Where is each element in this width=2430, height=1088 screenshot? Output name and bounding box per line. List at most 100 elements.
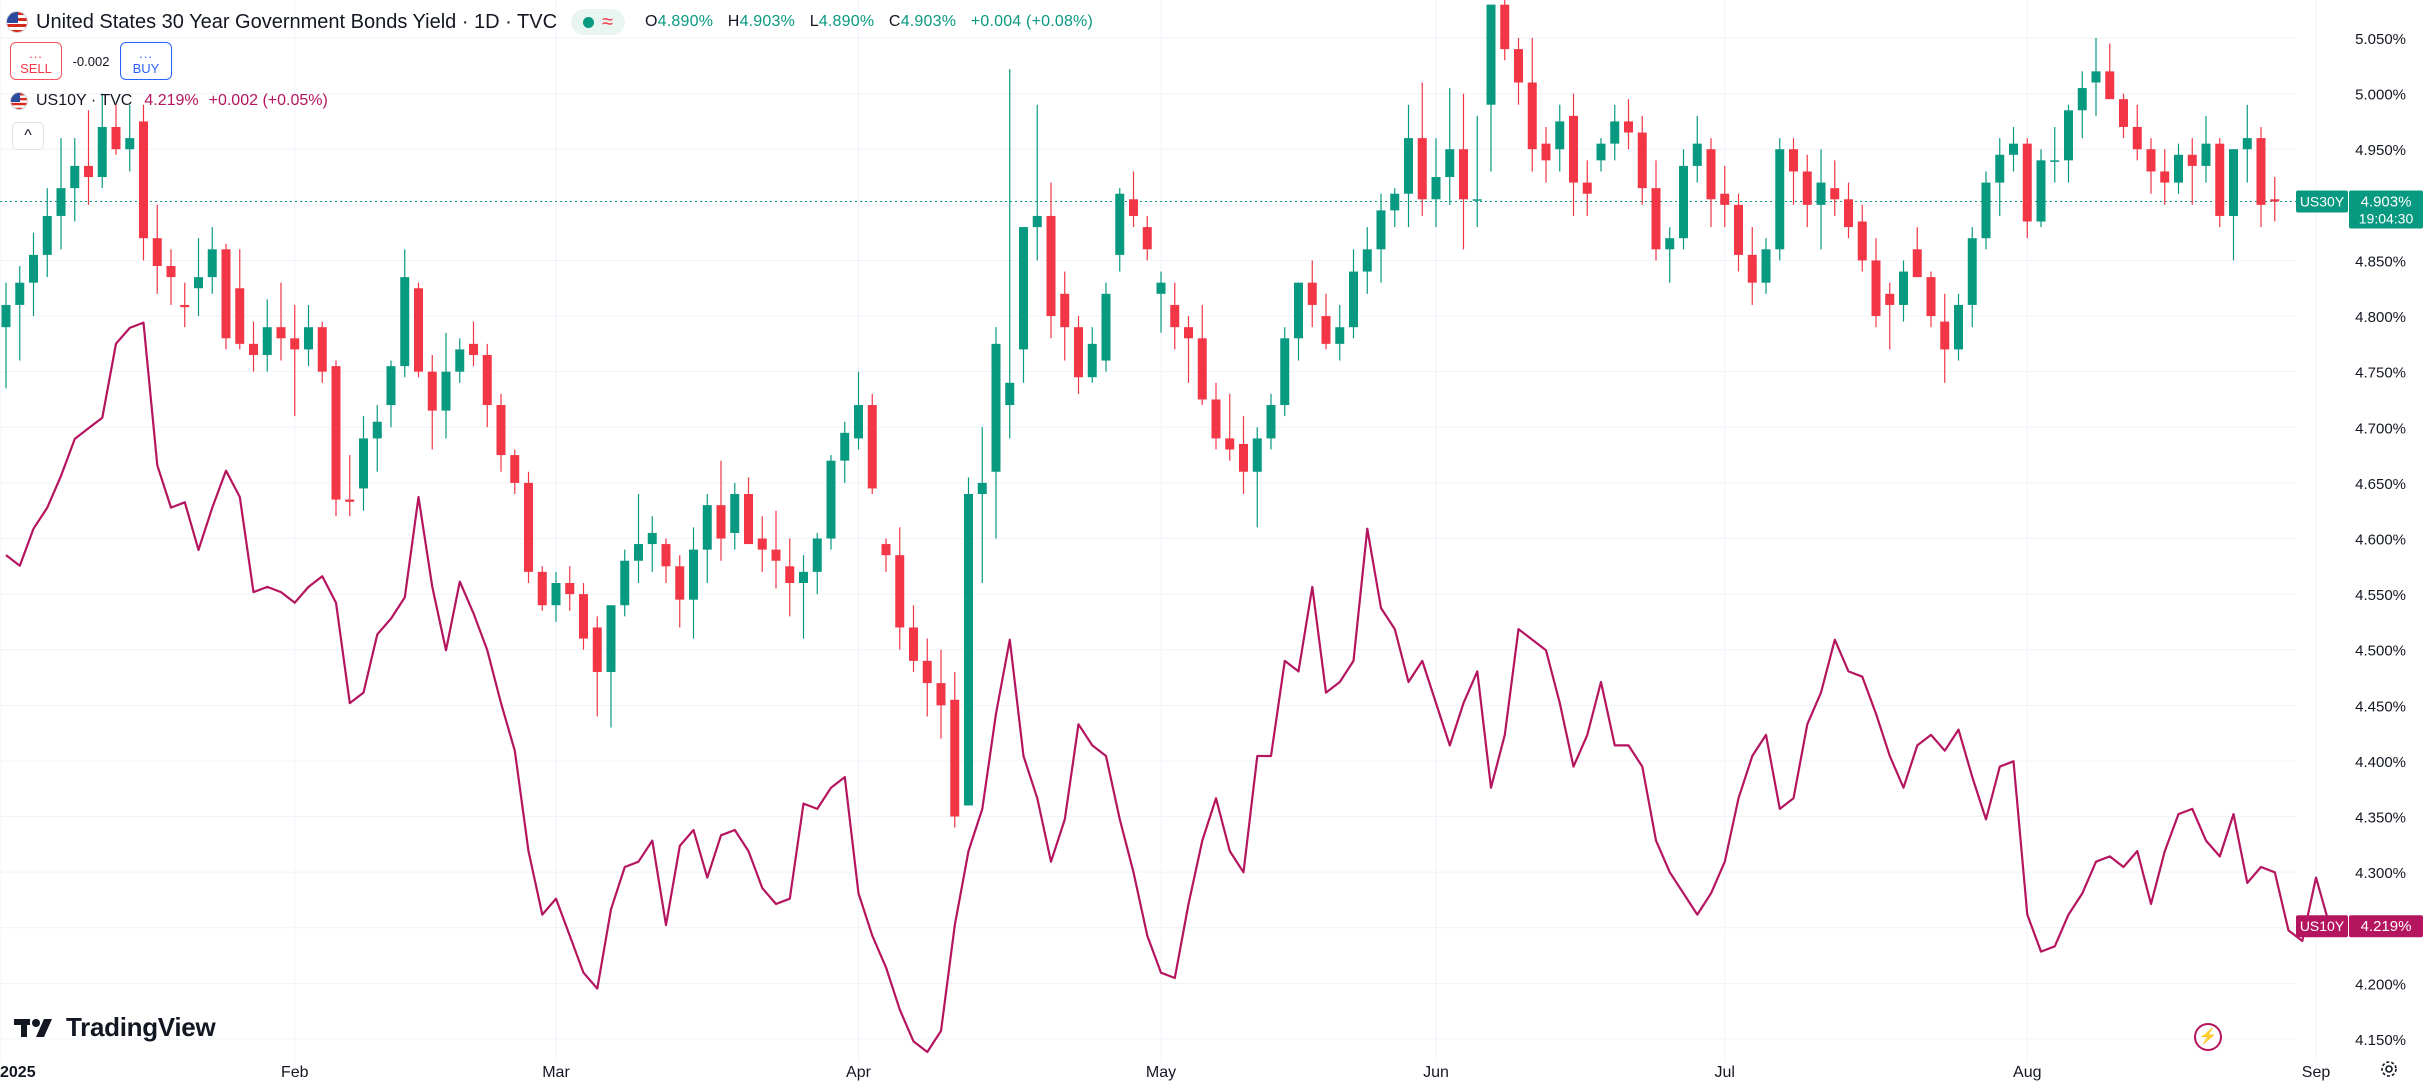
candle[interactable]: [2270, 177, 2280, 222]
candle[interactable]: [2132, 104, 2142, 161]
candle[interactable]: [1307, 260, 1317, 328]
market-status-pill[interactable]: ≈: [571, 9, 626, 35]
candle[interactable]: [166, 249, 176, 305]
gear-icon[interactable]: [2378, 1058, 2400, 1080]
us10y-line-path[interactable]: [5, 321, 2331, 1054]
candle[interactable]: [1294, 282, 1303, 361]
candle[interactable]: [2160, 149, 2170, 205]
candle[interactable]: [977, 427, 987, 583]
candle[interactable]: [730, 482, 740, 550]
candle[interactable]: [1431, 138, 1441, 228]
candle[interactable]: [881, 538, 891, 572]
candle[interactable]: [771, 510, 781, 589]
candle[interactable]: [1899, 260, 1908, 322]
candle[interactable]: [469, 321, 478, 367]
candle[interactable]: [1376, 193, 1386, 283]
candle[interactable]: [482, 343, 492, 428]
candle[interactable]: [1362, 227, 1372, 294]
candle[interactable]: [702, 494, 712, 583]
symbol-title[interactable]: United States 30 Year Government Bonds Y…: [36, 11, 558, 33]
candle[interactable]: [1775, 138, 1785, 261]
candle[interactable]: [400, 249, 410, 378]
candle[interactable]: [1665, 227, 1675, 283]
chevron-up-icon[interactable]: ^: [12, 122, 44, 150]
candle[interactable]: [359, 416, 368, 511]
candle[interactable]: [180, 282, 190, 328]
candle[interactable]: [29, 232, 38, 317]
candle[interactable]: [152, 204, 162, 294]
candle[interactable]: [2091, 38, 2101, 116]
lightning-icon[interactable]: ⚡: [2194, 1023, 2222, 1051]
candle[interactable]: [1569, 93, 1578, 216]
candle[interactable]: [1417, 82, 1427, 216]
candle[interactable]: [2229, 149, 2238, 261]
candle[interactable]: [826, 455, 836, 550]
overlay-legend[interactable]: US10Y · TVC 4.219% +0.002 (+0.05%): [10, 92, 328, 110]
candle[interactable]: [606, 605, 616, 728]
candle[interactable]: [221, 243, 231, 350]
candle[interactable]: [565, 566, 575, 611]
candle[interactable]: [1129, 171, 1138, 228]
candle[interactable]: [1857, 204, 1867, 272]
candle[interactable]: [1197, 304, 1207, 406]
candle[interactable]: [785, 538, 795, 617]
candle[interactable]: [1252, 427, 1262, 528]
candle[interactable]: [840, 421, 850, 483]
candle[interactable]: [620, 549, 630, 617]
candle[interactable]: [2036, 149, 2046, 228]
candle[interactable]: [689, 527, 698, 639]
candle[interactable]: [2022, 138, 2032, 239]
candle[interactable]: [950, 671, 960, 828]
candle[interactable]: [1335, 304, 1345, 361]
candle[interactable]: [1926, 271, 1936, 328]
candle[interactable]: [675, 555, 685, 628]
candle[interactable]: [661, 538, 671, 583]
candle[interactable]: [1321, 293, 1331, 350]
candle[interactable]: [1211, 382, 1221, 450]
candle[interactable]: [1266, 393, 1276, 450]
candle[interactable]: [56, 138, 66, 250]
candle[interactable]: [647, 516, 657, 572]
candle[interactable]: [1280, 327, 1290, 417]
candle[interactable]: [427, 354, 437, 450]
candle[interactable]: [1046, 182, 1056, 339]
candle[interactable]: [1871, 238, 1881, 328]
candle[interactable]: [1692, 115, 1702, 183]
candle[interactable]: [1019, 227, 1028, 383]
candle[interactable]: [1404, 104, 1413, 228]
candle[interactable]: [592, 616, 602, 717]
candle[interactable]: [2009, 126, 2018, 172]
candle[interactable]: [1101, 282, 1111, 372]
candle[interactable]: [1624, 99, 1633, 150]
candle[interactable]: [1486, 4, 1496, 172]
candle[interactable]: [1637, 115, 1647, 205]
candle[interactable]: [1720, 165, 1730, 228]
candle[interactable]: [2050, 126, 2060, 183]
candle[interactable]: [2174, 143, 2183, 194]
candle[interactable]: [510, 449, 520, 495]
candle[interactable]: [2064, 104, 2073, 183]
candle[interactable]: [42, 188, 52, 278]
candle[interactable]: [262, 299, 272, 372]
candle[interactable]: [922, 638, 932, 717]
candle[interactable]: [125, 104, 135, 172]
candle[interactable]: [70, 138, 80, 222]
candle[interactable]: [194, 238, 203, 317]
candle[interactable]: [1954, 293, 1963, 361]
candle[interactable]: [207, 227, 217, 294]
candle[interactable]: [1390, 188, 1400, 228]
candle[interactable]: [1514, 38, 1523, 105]
candle[interactable]: [1349, 249, 1358, 339]
candle[interactable]: [1087, 327, 1097, 383]
candle[interactable]: [1555, 104, 1565, 172]
candle[interactable]: [799, 555, 808, 639]
candle[interactable]: [1981, 171, 1991, 250]
candle[interactable]: [991, 327, 1001, 539]
candle[interactable]: [2119, 93, 2128, 139]
candle[interactable]: [84, 110, 93, 205]
candle[interactable]: [2242, 104, 2252, 183]
candle[interactable]: [1816, 149, 1826, 250]
candle[interactable]: [634, 494, 643, 583]
candle[interactable]: [524, 471, 533, 583]
